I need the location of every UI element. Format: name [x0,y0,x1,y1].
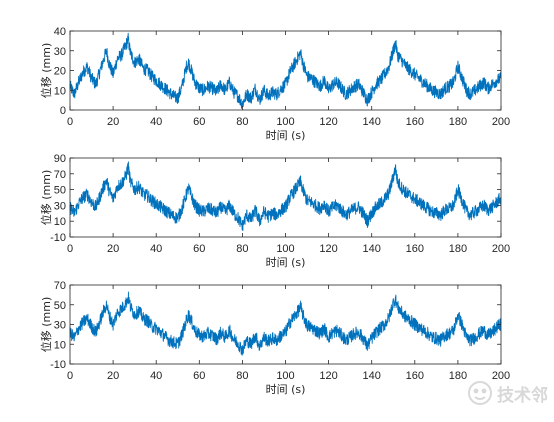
x-tick-label: 100 [276,243,294,255]
y-tick-label: 70 [54,169,66,181]
y-tick-label: 0 [60,105,66,117]
x-tick-label: 180 [449,370,467,382]
x-tick-label: 120 [319,370,337,382]
x-tick-label: 80 [236,370,248,382]
x-tick-label: 160 [406,243,424,255]
x-tick-label: 100 [276,116,294,128]
robot-face-icon [468,381,492,405]
x-tick-label: 100 [276,370,294,382]
watermark-text: 技术邻 [497,385,548,406]
x-tick-label: 20 [107,116,119,128]
y-tick-label: 40 [54,26,66,38]
x-tick-label: 200 [492,370,510,382]
y-tick-label: 90 [54,153,66,165]
x-tick-label: 60 [193,370,205,382]
x-tick-label: 0 [67,243,73,255]
y-tick-label: 50 [54,300,66,312]
x-tick-label: 140 [363,116,381,128]
x-tick-label: 120 [319,243,337,255]
y-tick-label: 30 [54,46,66,58]
axes-box-2 [69,157,502,238]
x-tick-label: 120 [319,116,337,128]
x-tick-label: 160 [406,116,424,128]
x-tick-label: 60 [193,116,205,128]
subplot-2: 0 20 40 60 80 100 120 140 160 180 200 -10 10 30 50 70 90… [39,153,510,269]
subplot-3: 0 20 40 60 80 100 120 140 160 180 200 -10 10 30 50 70 时间… [39,280,510,396]
x-tick-label: 40 [150,370,162,382]
y-tick-label: 50 [54,185,66,197]
y-axis-label: 位移 (mm) [39,170,53,226]
x-tick-label: 20 [107,243,119,255]
x-tick-label: 200 [492,116,510,128]
x-tick-label: 160 [406,370,424,382]
x-tick-label: 80 [236,243,248,255]
y-tick-label: 30 [54,200,66,212]
x-tick-label: 140 [363,243,381,255]
x-tick-label: 200 [492,243,510,255]
x-axis-label: 时间 (s) [266,383,306,396]
axes-box-1 [69,30,502,111]
y-tick-label: 10 [54,85,66,97]
y-tick-label: 70 [54,280,66,292]
y-tick-label: 10 [54,339,66,351]
x-tick-label: 180 [449,116,467,128]
y-tick-label: -10 [50,359,66,371]
x-tick-label: 180 [449,243,467,255]
y-tick-label: -10 [50,232,66,244]
x-tick-label: 60 [193,243,205,255]
x-tick-label: 40 [150,116,162,128]
x-tick-label: 140 [363,370,381,382]
x-axis-label: 时间 (s) [266,256,306,269]
subplot-1: 0 20 40 60 80 100 120 140 160 180 200 0 10 20 30 40 时间 (… [39,26,510,142]
x-tick-label: 20 [107,370,119,382]
x-axis-label: 时间 (s) [266,129,306,142]
axes-box-3 [69,284,502,365]
series-line-2 [69,161,502,232]
y-tick-label: 20 [54,66,66,78]
x-tick-label: 40 [150,243,162,255]
x-tick-label: 0 [67,116,73,128]
y-tick-label: 10 [54,216,66,228]
x-tick-label: 0 [67,370,73,382]
x-tick-label: 80 [236,116,248,128]
y-axis-label: 位移 (mm) [39,297,53,353]
series-line-1 [69,32,502,109]
series-line-3 [69,291,502,356]
watermark: 技术邻 [467,380,548,406]
y-axis-label: 位移 (mm) [39,43,53,99]
y-tick-label: 30 [54,320,66,332]
